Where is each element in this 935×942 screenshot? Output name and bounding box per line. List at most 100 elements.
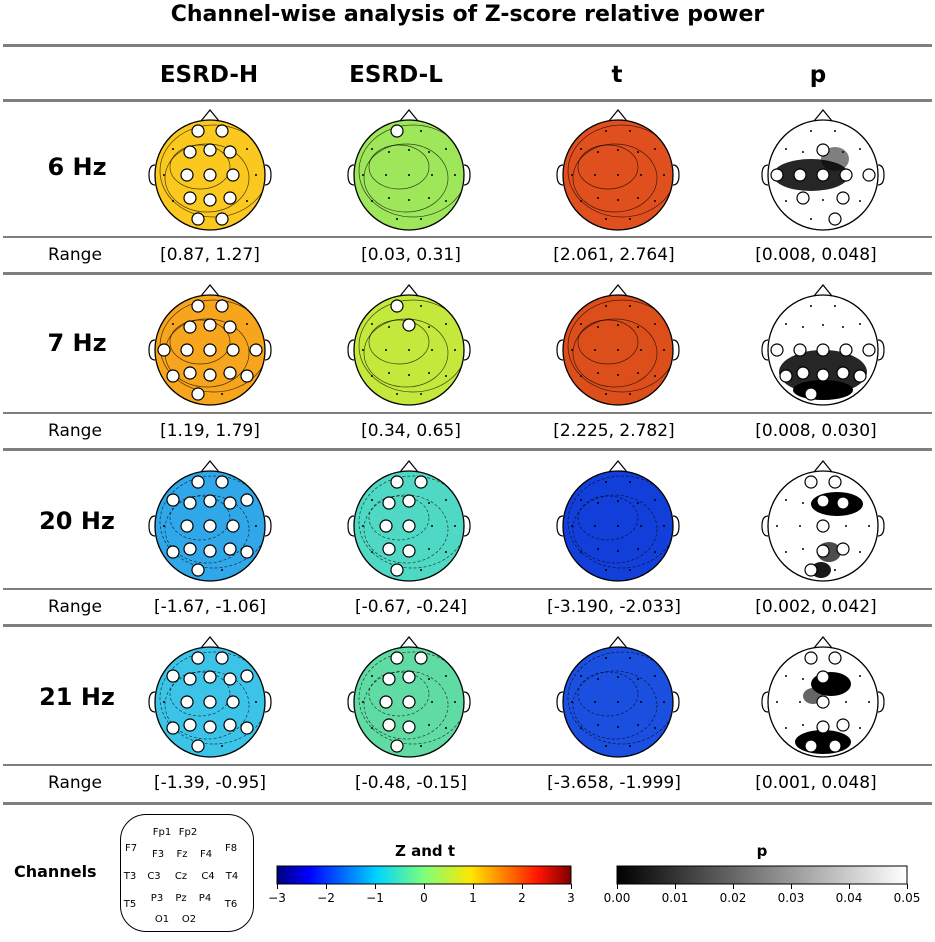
zt-ticks-mark — [276, 884, 278, 889]
p-ticks-mark — [790, 884, 792, 889]
channel-t3: T3 — [123, 871, 137, 882]
channel-f4: F4 — [199, 849, 213, 860]
range-21hz-t: [-3.658, -1.999] — [547, 773, 681, 793]
channel-fz: Fz — [176, 849, 188, 860]
range-21hz-esrd-h: [-1.39, -0.95] — [153, 773, 267, 793]
channel-f3: F3 — [151, 849, 165, 860]
p-ticks-mark — [616, 884, 618, 889]
zt-ticks-mark — [325, 884, 327, 889]
zt-ticks-label: 0 — [420, 891, 428, 905]
range-6hz-p: [0.008, 0.048] — [755, 245, 877, 265]
channels-label: Channels — [14, 862, 97, 881]
p-colorbar — [616, 865, 908, 885]
rule-20hz-range — [3, 588, 932, 590]
range-label-21hz: Range — [48, 773, 102, 793]
topomap-7hz-esrd-h — [148, 284, 272, 406]
topomap-6hz-esrd-h — [148, 109, 272, 231]
row-label-7hz: 7 Hz — [47, 329, 107, 357]
range-6hz-t: [2.061, 2.764] — [553, 245, 675, 265]
zt-ticks-label: −3 — [268, 891, 286, 905]
range-20hz-esrd-l: [-0.67, -0.24] — [354, 597, 468, 617]
channel-o1: O1 — [154, 914, 170, 925]
channel-t6: T6 — [224, 899, 238, 910]
topomap-7hz-esrd-l — [347, 284, 471, 406]
col-head-p: p — [809, 62, 827, 88]
topomap-6hz-esrd-l — [347, 109, 471, 231]
topomap-20hz-t — [556, 460, 680, 582]
range-label-7hz: Range — [48, 421, 102, 441]
range-7hz-p: [0.008, 0.030] — [755, 421, 877, 441]
p-colorbar-title: p — [756, 842, 768, 860]
topomap-20hz-esrd-l — [347, 460, 471, 582]
zt-ticks-label: 3 — [567, 891, 575, 905]
p-ticks-label: 0.03 — [777, 891, 805, 905]
zt-ticks-label: 2 — [518, 891, 526, 905]
zt-ticks-label: −1 — [366, 891, 384, 905]
p-ticks-label: 0.01 — [661, 891, 689, 905]
topomap-21hz-t — [556, 636, 680, 758]
topomap-20hz-p — [761, 460, 885, 582]
p-ticks-mark — [732, 884, 734, 889]
rule-7hz-range — [3, 412, 932, 414]
col-head-esrd-h: ESRD-H — [159, 62, 259, 88]
zt-ticks-mark — [472, 884, 474, 889]
topomap-6hz-t — [556, 109, 680, 231]
range-7hz-t: [2.225, 2.782] — [553, 421, 675, 441]
channel-p3: P3 — [150, 893, 164, 904]
topomap-21hz-esrd-l — [347, 636, 471, 758]
channel-c4: C4 — [201, 871, 215, 882]
range-20hz-esrd-h: [-1.67, -1.06] — [153, 597, 267, 617]
channel-c3: C3 — [147, 871, 161, 882]
figure-title: Channel-wise analysis of Z-score relativ… — [170, 2, 765, 27]
channel-o2: O2 — [181, 914, 197, 925]
range-21hz-p: [0.001, 0.048] — [755, 773, 877, 793]
zt-ticks-label: 1 — [469, 891, 477, 905]
channel-t4: T4 — [225, 871, 239, 882]
range-7hz-esrd-h: [1.19, 1.79] — [160, 421, 260, 441]
p-ticks-label: 0.05 — [893, 891, 921, 905]
topomap-21hz-esrd-h — [148, 636, 272, 758]
zt-colorbar — [276, 865, 572, 885]
range-21hz-esrd-l: [-0.48, -0.15] — [354, 773, 468, 793]
row-label-6hz: 6 Hz — [47, 153, 107, 181]
rule-20hz-end — [3, 624, 932, 627]
rule-21hz-range — [3, 764, 932, 766]
row-label-21hz: 21 Hz — [39, 683, 115, 711]
rule-7hz-end — [3, 448, 932, 451]
rule-top — [3, 44, 932, 47]
p-ticks-label: 0.02 — [719, 891, 747, 905]
rule-header — [3, 99, 932, 102]
rule-21hz-end — [3, 802, 932, 805]
row-label-20hz: 20 Hz — [39, 507, 115, 535]
zt-colorbar-title: Z and t — [394, 842, 456, 860]
channel-f8: F8 — [224, 843, 238, 854]
zt-ticks-label: −2 — [317, 891, 335, 905]
range-label-6hz: Range — [48, 245, 102, 265]
rule-6hz-end — [3, 272, 932, 275]
p-ticks-mark — [848, 884, 850, 889]
zt-ticks-mark — [521, 884, 523, 889]
range-label-20hz: Range — [48, 597, 102, 617]
rule-6hz-range — [3, 236, 932, 238]
topomap-7hz-t — [556, 284, 680, 406]
col-head-esrd-l: ESRD-L — [349, 62, 443, 88]
range-20hz-t: [-3.190, -2.033] — [547, 597, 681, 617]
p-ticks-mark — [674, 884, 676, 889]
topomap-20hz-esrd-h — [148, 460, 272, 582]
topomap-7hz-p — [761, 284, 885, 406]
channel-cz: Cz — [174, 871, 188, 882]
channel-pz: Pz — [175, 893, 187, 904]
channel-p4: P4 — [198, 893, 212, 904]
range-6hz-esrd-h: [0.87, 1.27] — [160, 245, 260, 265]
col-head-t: t — [611, 62, 623, 88]
channel-fp1: Fp1 — [152, 827, 172, 838]
p-ticks-label: 0.04 — [835, 891, 863, 905]
channel-f7: F7 — [124, 843, 138, 854]
topomap-21hz-p — [761, 636, 885, 758]
channel-t5: T5 — [123, 899, 137, 910]
zt-ticks-mark — [570, 884, 572, 889]
zt-ticks-mark — [374, 884, 376, 889]
p-ticks-label: 0.00 — [603, 891, 631, 905]
channel-layout-diagram: Fp1 Fp2 F7 F3 Fz F4 F8 T3 C3 Cz C4 T4 T5… — [120, 814, 254, 932]
p-ticks-mark — [906, 884, 908, 889]
